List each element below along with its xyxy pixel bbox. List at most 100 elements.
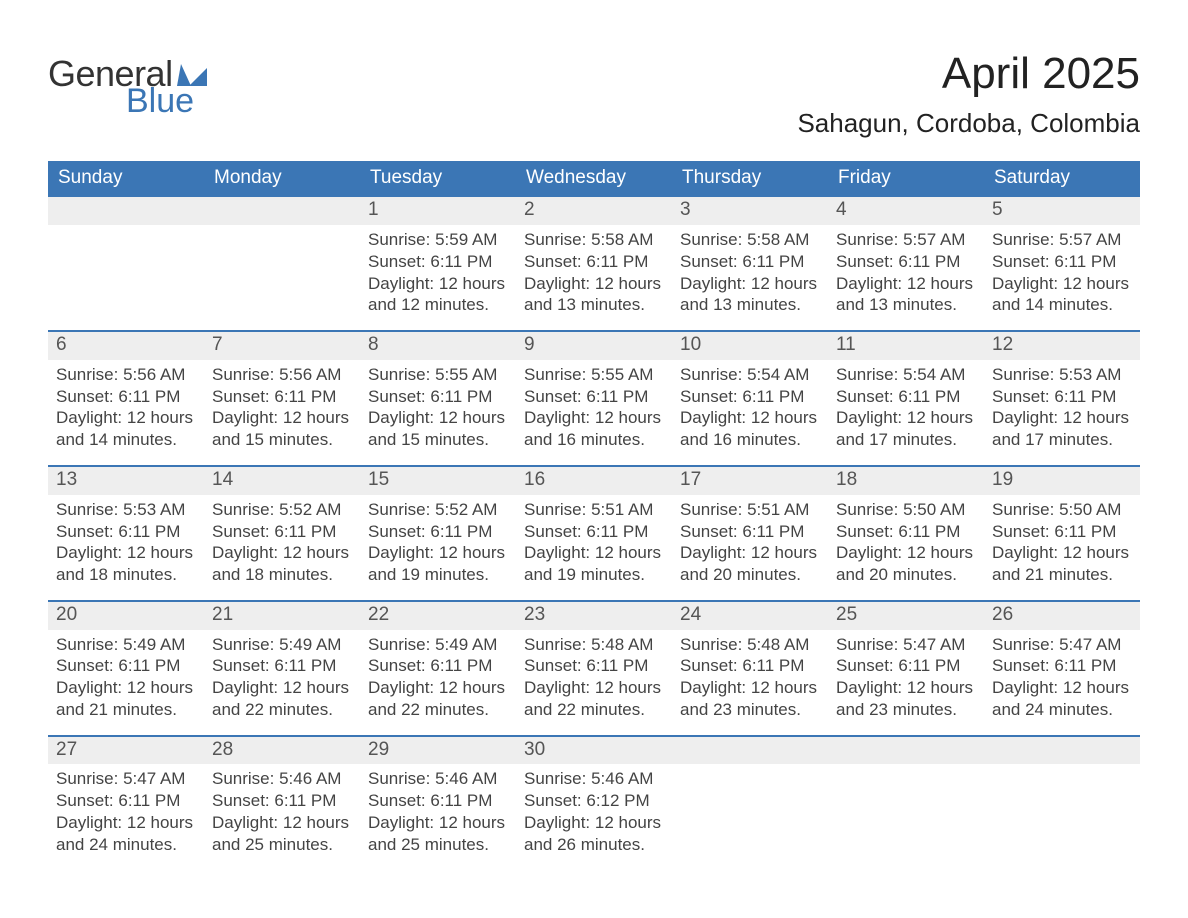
day-number: 19	[984, 467, 1140, 495]
daylight-line: Daylight: 12 hours and 14 minutes.	[992, 273, 1132, 317]
sunset-line: Sunset: 6:11 PM	[368, 655, 508, 677]
header-bar: General Blue April 2025 Sahagun, Cordoba…	[48, 50, 1140, 139]
sunrise-line: Sunrise: 5:46 AM	[368, 768, 508, 790]
day-number: .	[984, 737, 1140, 765]
calendar-day-cell: 18Sunrise: 5:50 AMSunset: 6:11 PMDayligh…	[828, 467, 984, 600]
sunrise-line: Sunrise: 5:51 AM	[680, 499, 820, 521]
sunset-line: Sunset: 6:11 PM	[836, 655, 976, 677]
daylight-line: Daylight: 12 hours and 15 minutes.	[212, 407, 352, 451]
day-detail: Sunrise: 5:52 AMSunset: 6:11 PMDaylight:…	[204, 495, 360, 600]
calendar-empty-cell: .	[48, 197, 204, 330]
day-detail: Sunrise: 5:51 AMSunset: 6:11 PMDaylight:…	[672, 495, 828, 600]
sunset-line: Sunset: 6:11 PM	[836, 386, 976, 408]
calendar-day-cell: 20Sunrise: 5:49 AMSunset: 6:11 PMDayligh…	[48, 602, 204, 735]
day-number: 27	[48, 737, 204, 765]
day-detail: Sunrise: 5:46 AMSunset: 6:11 PMDaylight:…	[204, 764, 360, 869]
day-number: 6	[48, 332, 204, 360]
day-detail	[672, 764, 828, 782]
day-number: .	[204, 197, 360, 225]
sunrise-line: Sunrise: 5:47 AM	[56, 768, 196, 790]
day-detail: Sunrise: 5:53 AMSunset: 6:11 PMDaylight:…	[984, 360, 1140, 465]
calendar-empty-cell: .	[828, 737, 984, 870]
calendar-day-cell: 16Sunrise: 5:51 AMSunset: 6:11 PMDayligh…	[516, 467, 672, 600]
calendar-day-cell: 1Sunrise: 5:59 AMSunset: 6:11 PMDaylight…	[360, 197, 516, 330]
brand-logo: General Blue	[48, 50, 207, 118]
calendar-week-row: ..1Sunrise: 5:59 AMSunset: 6:11 PMDaylig…	[48, 197, 1140, 330]
calendar-body: ..1Sunrise: 5:59 AMSunset: 6:11 PMDaylig…	[48, 197, 1140, 869]
day-detail: Sunrise: 5:58 AMSunset: 6:11 PMDaylight:…	[516, 225, 672, 330]
sunrise-line: Sunrise: 5:52 AM	[212, 499, 352, 521]
day-detail: Sunrise: 5:47 AMSunset: 6:11 PMDaylight:…	[48, 764, 204, 869]
calendar-day-cell: 10Sunrise: 5:54 AMSunset: 6:11 PMDayligh…	[672, 332, 828, 465]
sunrise-line: Sunrise: 5:54 AM	[836, 364, 976, 386]
calendar-day-cell: 8Sunrise: 5:55 AMSunset: 6:11 PMDaylight…	[360, 332, 516, 465]
sunset-line: Sunset: 6:11 PM	[680, 251, 820, 273]
calendar-day-cell: 13Sunrise: 5:53 AMSunset: 6:11 PMDayligh…	[48, 467, 204, 600]
location-subtitle: Sahagun, Cordoba, Colombia	[797, 108, 1140, 139]
sunset-line: Sunset: 6:11 PM	[56, 790, 196, 812]
day-number: 4	[828, 197, 984, 225]
sunrise-line: Sunrise: 5:52 AM	[368, 499, 508, 521]
calendar-day-cell: 29Sunrise: 5:46 AMSunset: 6:11 PMDayligh…	[360, 737, 516, 870]
day-number: 8	[360, 332, 516, 360]
sunset-line: Sunset: 6:11 PM	[212, 521, 352, 543]
day-detail: Sunrise: 5:49 AMSunset: 6:11 PMDaylight:…	[48, 630, 204, 735]
day-number: 16	[516, 467, 672, 495]
daylight-line: Daylight: 12 hours and 22 minutes.	[524, 677, 664, 721]
day-detail: Sunrise: 5:48 AMSunset: 6:11 PMDaylight:…	[516, 630, 672, 735]
sunset-line: Sunset: 6:11 PM	[368, 521, 508, 543]
calendar-day-cell: 23Sunrise: 5:48 AMSunset: 6:11 PMDayligh…	[516, 602, 672, 735]
sunrise-line: Sunrise: 5:50 AM	[836, 499, 976, 521]
calendar-day-cell: 22Sunrise: 5:49 AMSunset: 6:11 PMDayligh…	[360, 602, 516, 735]
daylight-line: Daylight: 12 hours and 21 minutes.	[56, 677, 196, 721]
daylight-line: Daylight: 12 hours and 17 minutes.	[992, 407, 1132, 451]
sunset-line: Sunset: 6:11 PM	[212, 655, 352, 677]
sunrise-line: Sunrise: 5:49 AM	[212, 634, 352, 656]
day-detail: Sunrise: 5:49 AMSunset: 6:11 PMDaylight:…	[360, 630, 516, 735]
sunset-line: Sunset: 6:11 PM	[992, 251, 1132, 273]
daylight-line: Daylight: 12 hours and 16 minutes.	[680, 407, 820, 451]
daylight-line: Daylight: 12 hours and 20 minutes.	[836, 542, 976, 586]
page: General Blue April 2025 Sahagun, Cordoba…	[0, 0, 1188, 909]
daylight-line: Daylight: 12 hours and 16 minutes.	[524, 407, 664, 451]
day-detail: Sunrise: 5:56 AMSunset: 6:11 PMDaylight:…	[48, 360, 204, 465]
day-detail: Sunrise: 5:54 AMSunset: 6:11 PMDaylight:…	[672, 360, 828, 465]
logo-flag-icon	[177, 60, 207, 86]
day-number: 18	[828, 467, 984, 495]
sunrise-line: Sunrise: 5:47 AM	[836, 634, 976, 656]
sunrise-line: Sunrise: 5:58 AM	[524, 229, 664, 251]
day-of-week-header: Saturday	[984, 161, 1140, 197]
day-detail: Sunrise: 5:54 AMSunset: 6:11 PMDaylight:…	[828, 360, 984, 465]
logo-word-blue: Blue	[126, 84, 207, 118]
daylight-line: Daylight: 12 hours and 13 minutes.	[836, 273, 976, 317]
day-number: 9	[516, 332, 672, 360]
day-detail: Sunrise: 5:50 AMSunset: 6:11 PMDaylight:…	[828, 495, 984, 600]
day-number: 2	[516, 197, 672, 225]
day-detail: Sunrise: 5:50 AMSunset: 6:11 PMDaylight:…	[984, 495, 1140, 600]
sunset-line: Sunset: 6:11 PM	[368, 251, 508, 273]
calendar-week-row: 13Sunrise: 5:53 AMSunset: 6:11 PMDayligh…	[48, 465, 1140, 600]
day-detail	[204, 225, 360, 243]
calendar-day-cell: 15Sunrise: 5:52 AMSunset: 6:11 PMDayligh…	[360, 467, 516, 600]
sunrise-line: Sunrise: 5:50 AM	[992, 499, 1132, 521]
daylight-line: Daylight: 12 hours and 19 minutes.	[524, 542, 664, 586]
sunrise-line: Sunrise: 5:49 AM	[368, 634, 508, 656]
sunset-line: Sunset: 6:11 PM	[368, 386, 508, 408]
day-number: 3	[672, 197, 828, 225]
calendar-day-cell: 21Sunrise: 5:49 AMSunset: 6:11 PMDayligh…	[204, 602, 360, 735]
day-detail: Sunrise: 5:49 AMSunset: 6:11 PMDaylight:…	[204, 630, 360, 735]
day-number: 7	[204, 332, 360, 360]
calendar-day-cell: 30Sunrise: 5:46 AMSunset: 6:12 PMDayligh…	[516, 737, 672, 870]
day-of-week-header: Wednesday	[516, 161, 672, 197]
daylight-line: Daylight: 12 hours and 24 minutes.	[56, 812, 196, 856]
day-detail: Sunrise: 5:55 AMSunset: 6:11 PMDaylight:…	[360, 360, 516, 465]
sunset-line: Sunset: 6:11 PM	[368, 790, 508, 812]
calendar-day-cell: 3Sunrise: 5:58 AMSunset: 6:11 PMDaylight…	[672, 197, 828, 330]
sunset-line: Sunset: 6:11 PM	[836, 251, 976, 273]
sunrise-line: Sunrise: 5:46 AM	[212, 768, 352, 790]
sunset-line: Sunset: 6:11 PM	[992, 386, 1132, 408]
sunset-line: Sunset: 6:11 PM	[992, 521, 1132, 543]
day-detail: Sunrise: 5:55 AMSunset: 6:11 PMDaylight:…	[516, 360, 672, 465]
day-of-week-header-row: SundayMondayTuesdayWednesdayThursdayFrid…	[48, 161, 1140, 197]
daylight-line: Daylight: 12 hours and 17 minutes.	[836, 407, 976, 451]
